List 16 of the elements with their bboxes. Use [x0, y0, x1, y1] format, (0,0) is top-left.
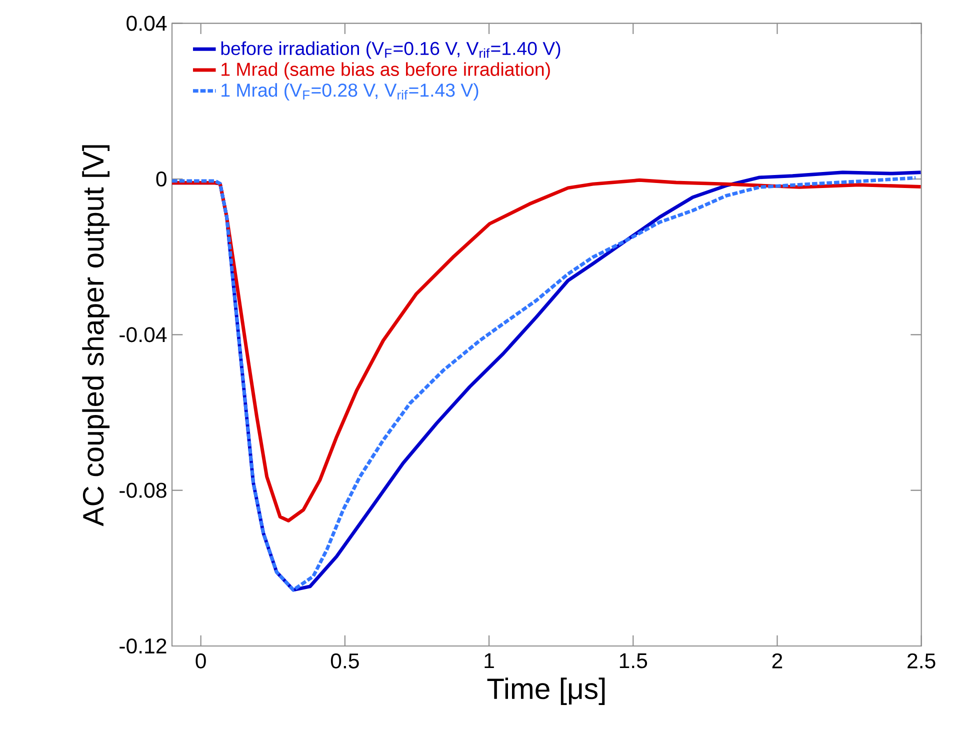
x-tick-label: 2 — [772, 653, 782, 668]
legend-label: before irradiation (V$_{F}$=0.16 V, V$_{rif}$=1.40 V) — [221, 41, 560, 59]
x-tick-label: 1.5 — [620, 653, 648, 668]
x-tick-label: 2.5 — [908, 653, 936, 668]
y-tick-label: 0.04 — [126, 16, 167, 31]
y-tick-label: -0.12 — [120, 638, 166, 654]
x-axis-title: Time [μs] — [487, 678, 605, 705]
y-tick-label: 0 — [156, 171, 166, 187]
x-tick-label: 0 — [196, 653, 206, 668]
legend-label: 1 Mrad (V$_{F}$=0.28 V, V$_{rif}$=1.43 V) — [222, 83, 478, 100]
legend-label: 1 Mrad (same bias as before irradiation) — [222, 62, 550, 80]
x-tick-label: 0.5 — [330, 653, 359, 668]
x-tick-label: 1 — [484, 653, 494, 668]
y-axis-title: AC coupled shaper output [V] — [82, 145, 110, 526]
y-tick-label: -0.08 — [120, 482, 166, 498]
y-tick-label: -0.04 — [120, 327, 167, 342]
